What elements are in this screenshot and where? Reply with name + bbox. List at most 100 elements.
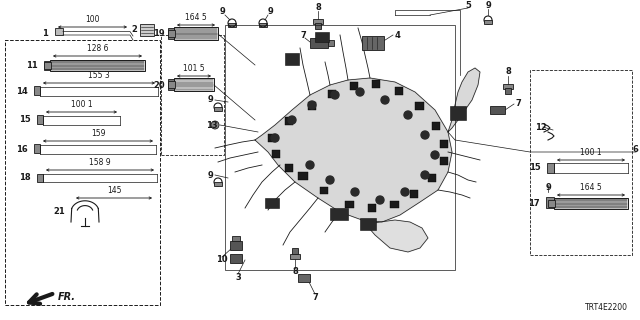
- Bar: [390, 201, 399, 208]
- Text: 8: 8: [505, 68, 511, 76]
- Circle shape: [421, 131, 429, 139]
- Bar: [554, 198, 628, 209]
- Text: 100 1: 100 1: [580, 148, 602, 157]
- Bar: [313, 19, 323, 24]
- Text: 14: 14: [16, 87, 28, 97]
- Text: 9: 9: [485, 1, 491, 10]
- Circle shape: [404, 111, 412, 119]
- Bar: [161, 35, 224, 155]
- Circle shape: [308, 101, 316, 109]
- Text: 164 5: 164 5: [185, 13, 207, 22]
- Text: 158 9: 158 9: [89, 158, 111, 167]
- Text: 9: 9: [545, 182, 551, 191]
- Bar: [44, 62, 51, 69]
- Bar: [292, 248, 298, 254]
- Bar: [450, 106, 466, 120]
- Bar: [44, 61, 50, 70]
- Text: 17: 17: [529, 199, 540, 209]
- Text: 11: 11: [26, 60, 38, 69]
- Bar: [259, 23, 267, 27]
- Text: 100: 100: [85, 15, 100, 24]
- Bar: [168, 28, 174, 39]
- Circle shape: [326, 176, 334, 184]
- Bar: [360, 218, 376, 230]
- Circle shape: [331, 91, 339, 99]
- Text: 128 6: 128 6: [87, 44, 108, 53]
- Bar: [395, 87, 403, 95]
- Circle shape: [288, 116, 296, 124]
- Bar: [350, 82, 358, 90]
- Bar: [547, 163, 554, 173]
- Text: 4: 4: [395, 30, 401, 39]
- Text: 16: 16: [16, 146, 28, 155]
- Text: 10: 10: [216, 255, 228, 265]
- Bar: [432, 122, 440, 130]
- Bar: [290, 254, 300, 259]
- Bar: [368, 204, 376, 212]
- Text: 5: 5: [465, 1, 471, 10]
- Circle shape: [356, 88, 364, 96]
- Bar: [285, 164, 293, 172]
- Bar: [315, 32, 329, 42]
- Text: 21: 21: [53, 207, 65, 217]
- Text: 9: 9: [219, 7, 225, 17]
- Text: 13: 13: [206, 121, 218, 130]
- Text: 8: 8: [315, 4, 321, 12]
- Circle shape: [351, 188, 359, 196]
- Text: 3: 3: [235, 274, 241, 283]
- Bar: [140, 24, 154, 36]
- Circle shape: [381, 96, 389, 104]
- Bar: [285, 53, 299, 65]
- Bar: [232, 236, 240, 241]
- Circle shape: [431, 151, 439, 159]
- Bar: [298, 172, 308, 180]
- Text: FR.: FR.: [58, 292, 76, 302]
- Bar: [308, 102, 316, 110]
- Text: TRT4E2200: TRT4E2200: [585, 303, 628, 312]
- Bar: [230, 241, 242, 250]
- Polygon shape: [448, 68, 480, 132]
- Bar: [214, 182, 222, 186]
- Bar: [272, 150, 280, 158]
- Text: 12: 12: [535, 124, 547, 132]
- Circle shape: [401, 188, 409, 196]
- Bar: [5, 40, 160, 305]
- Bar: [37, 115, 43, 124]
- Bar: [228, 23, 236, 27]
- Bar: [34, 144, 40, 153]
- Text: 100 1: 100 1: [70, 100, 92, 109]
- Text: 145: 145: [107, 186, 121, 195]
- Text: 18: 18: [19, 173, 31, 182]
- Text: 7: 7: [515, 100, 521, 108]
- Bar: [505, 88, 511, 94]
- Bar: [315, 23, 321, 29]
- Text: 2: 2: [131, 26, 137, 35]
- Bar: [265, 198, 279, 208]
- Text: 7: 7: [300, 31, 306, 41]
- Text: 1: 1: [42, 28, 48, 37]
- Text: 159: 159: [91, 129, 105, 138]
- Bar: [320, 187, 328, 194]
- Bar: [362, 36, 384, 50]
- Bar: [330, 208, 348, 220]
- Bar: [268, 134, 276, 142]
- Bar: [298, 274, 310, 282]
- Bar: [168, 81, 175, 88]
- Circle shape: [306, 161, 314, 169]
- Text: 15: 15: [19, 116, 31, 124]
- Text: 20: 20: [154, 81, 165, 90]
- Circle shape: [271, 134, 279, 142]
- Bar: [174, 27, 218, 40]
- Bar: [372, 80, 380, 88]
- Circle shape: [211, 121, 219, 129]
- Bar: [345, 201, 354, 208]
- Bar: [285, 117, 293, 125]
- Bar: [415, 102, 424, 110]
- Text: 19: 19: [154, 29, 165, 38]
- Bar: [174, 78, 214, 91]
- Text: 9: 9: [207, 171, 213, 180]
- Bar: [328, 90, 336, 98]
- Text: 6: 6: [632, 146, 638, 155]
- Text: 15: 15: [529, 164, 541, 172]
- Bar: [37, 174, 43, 182]
